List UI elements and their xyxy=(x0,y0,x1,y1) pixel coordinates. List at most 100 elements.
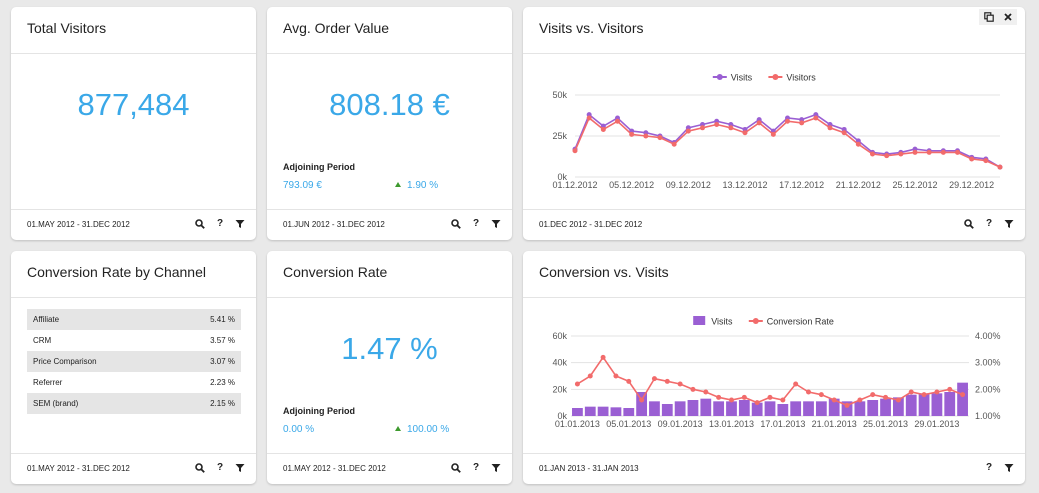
x-tick-label: 09.01.2013 xyxy=(658,419,703,429)
help-icon[interactable]: ? xyxy=(216,218,224,229)
data-point xyxy=(780,397,786,403)
card-footer: 01.JUN 2012 - 31.DEC 2012 ? xyxy=(267,209,512,240)
data-point xyxy=(870,392,876,398)
adjoining-period-value: 0.00 % xyxy=(283,424,315,435)
data-point xyxy=(716,394,722,400)
bar xyxy=(918,393,930,416)
card-title: Conversion Rate xyxy=(283,264,388,280)
x-tick-label: 09.12.2012 xyxy=(666,180,711,190)
data-point xyxy=(955,149,960,155)
card-footer: 01.MAY 2012 - 31.DEC 2012 ? xyxy=(11,453,256,484)
x-tick-label: 05.12.2012 xyxy=(609,180,654,190)
data-point xyxy=(908,389,914,395)
change-indicator: 100.00 % xyxy=(395,424,449,435)
legend-marker xyxy=(716,74,723,80)
total-visitors-value: 877,484 xyxy=(77,87,190,122)
bar xyxy=(597,406,609,416)
up-arrow-icon xyxy=(395,426,401,431)
legend-label: Visits xyxy=(731,73,753,83)
date-range: 01.JUN 2012 - 31.DEC 2012 xyxy=(283,220,385,229)
data-point xyxy=(940,149,946,155)
search-icon[interactable] xyxy=(450,217,462,231)
data-point xyxy=(600,126,606,132)
data-point xyxy=(969,156,975,162)
change-value: 1.90 % xyxy=(407,180,439,191)
search-icon[interactable] xyxy=(450,461,462,475)
x-tick-label: 13.12.2012 xyxy=(722,180,767,190)
date-range: 01.MAY 2012 - 31.DEC 2012 xyxy=(27,464,130,473)
bar xyxy=(700,398,712,416)
data-point xyxy=(806,389,812,395)
table-row: Affiliate 5.41 % xyxy=(27,309,241,330)
bar xyxy=(905,394,917,416)
data-point xyxy=(703,389,709,395)
data-point xyxy=(690,386,696,392)
channel-value: 3.57 % xyxy=(210,336,235,345)
search-icon[interactable] xyxy=(194,461,206,475)
filter-icon[interactable] xyxy=(490,217,502,231)
search-icon[interactable] xyxy=(194,217,206,231)
filter-icon[interactable] xyxy=(234,217,246,231)
bar xyxy=(803,401,814,416)
x-tick-label: 13.01.2013 xyxy=(709,419,754,429)
card-header: Visits vs. Visitors xyxy=(523,7,1025,54)
window-controls xyxy=(979,9,1017,25)
channel-table: Affiliate 5.41 % CRM 3.57 % Price Comparis… xyxy=(27,309,241,414)
data-point xyxy=(629,131,635,137)
y-tick-label: 40k xyxy=(552,358,567,368)
bar xyxy=(815,401,827,416)
data-point xyxy=(857,397,863,403)
card-header: Conversion Rate xyxy=(267,251,512,298)
channel-label: CRM xyxy=(33,336,52,345)
data-point xyxy=(587,373,593,379)
date-range: 01.MAY 2012 - 31.DEC 2012 xyxy=(283,464,386,473)
filter-icon[interactable] xyxy=(490,461,502,475)
data-point xyxy=(831,397,837,403)
x-tick-label: 25.01.2013 xyxy=(863,419,908,429)
data-point xyxy=(934,389,940,395)
copy-icon[interactable] xyxy=(983,10,995,24)
channel-label: Affiliate xyxy=(27,309,171,330)
data-point xyxy=(586,115,592,121)
bar xyxy=(777,404,789,416)
help-icon[interactable]: ? xyxy=(472,218,480,229)
card-title: Visits vs. Visitors xyxy=(539,20,644,36)
y2-tick-label: 2.00% xyxy=(975,384,1001,394)
table-row: SEM (brand) 2.15 % xyxy=(27,393,241,414)
y2-tick-label: 4.00% xyxy=(975,331,1001,341)
help-icon[interactable]: ? xyxy=(985,462,993,473)
x-tick-label: 29.12.2012 xyxy=(949,180,994,190)
filter-icon[interactable] xyxy=(1003,217,1015,231)
data-point xyxy=(770,131,776,137)
card-tools: ? xyxy=(194,217,246,231)
x-tick-label: 21.12.2012 xyxy=(836,180,881,190)
filter-icon[interactable] xyxy=(234,461,246,475)
data-point xyxy=(912,149,918,155)
data-point xyxy=(983,158,989,164)
data-point xyxy=(947,386,953,392)
data-point xyxy=(741,394,747,400)
help-icon[interactable]: ? xyxy=(216,462,224,473)
card-footer: 01.JAN 2013 - 31.JAN 2013 ? xyxy=(523,453,1025,484)
card-footer: 01.DEC 2012 - 31.DEC 2012 ? xyxy=(523,209,1025,240)
help-icon[interactable]: ? xyxy=(472,462,480,473)
x-tick-label: 25.12.2012 xyxy=(892,180,937,190)
conversion-rate-value: 1.47 % xyxy=(341,331,438,366)
legend-marker xyxy=(772,74,779,80)
close-icon[interactable] xyxy=(1002,10,1014,24)
card-tools: ? xyxy=(983,461,1015,475)
data-point xyxy=(728,125,734,131)
bar xyxy=(751,402,763,416)
data-point xyxy=(615,118,620,124)
data-point xyxy=(898,151,904,157)
bar xyxy=(790,401,802,416)
conversion-visits-chart: 0k 20k 40k 60k 1.00% 2.00% 3.00% 4.00% 01.01.201… xyxy=(552,316,1001,429)
card-title: Avg. Order Value xyxy=(283,20,390,36)
filter-icon[interactable] xyxy=(1003,461,1015,475)
date-range: 01.JAN 2013 - 31.JAN 2013 xyxy=(539,464,639,473)
search-icon[interactable] xyxy=(963,217,975,231)
data-point xyxy=(639,397,645,403)
help-icon[interactable]: ? xyxy=(985,218,993,229)
data-point xyxy=(921,392,927,398)
data-point xyxy=(600,354,606,360)
